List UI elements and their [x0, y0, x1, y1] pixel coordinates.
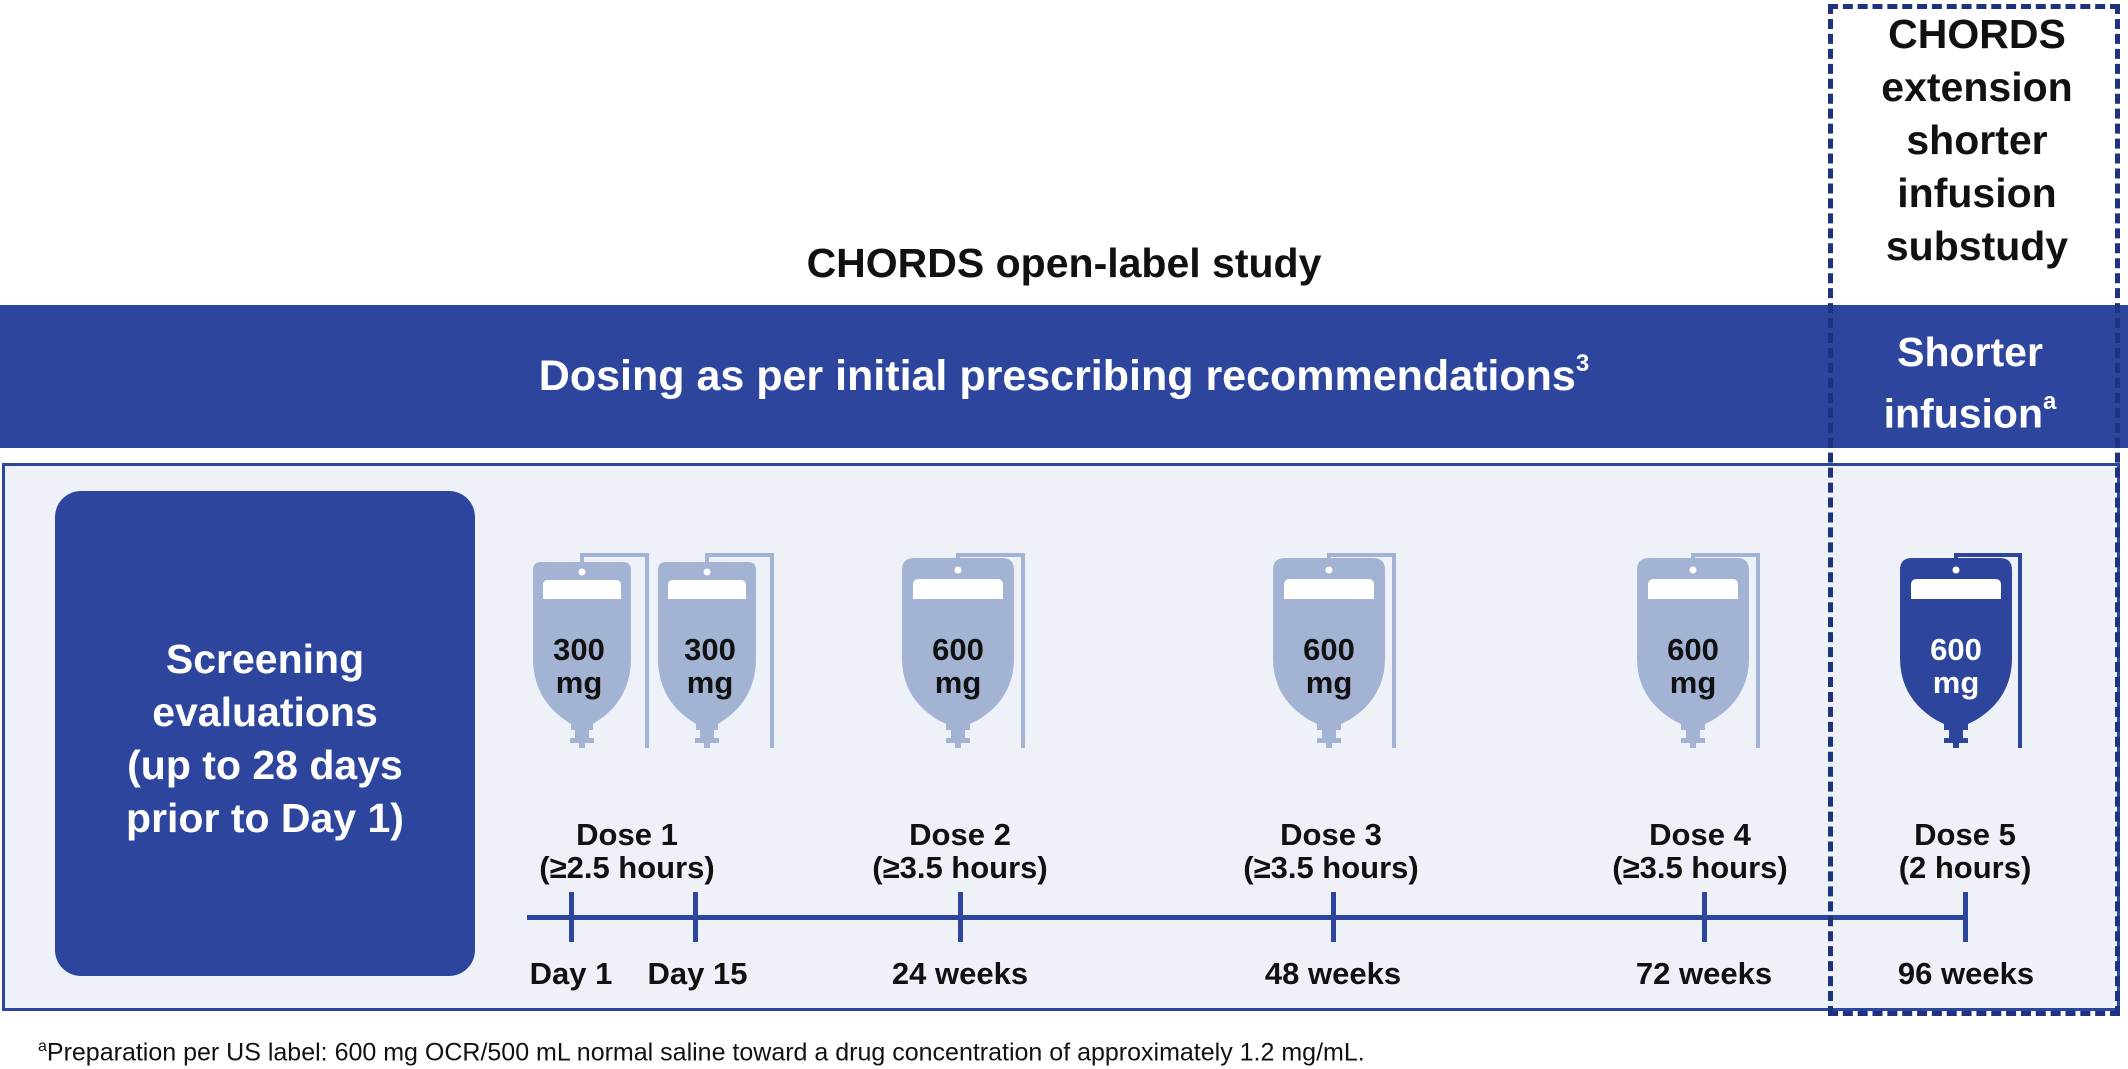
dose-duration: (2 hours) — [1898, 850, 2032, 885]
dosing-band-text: Dosing as per initial prescribing recomm… — [0, 349, 2128, 401]
timepoint-label: 96 weeks — [1897, 956, 2035, 991]
shorter-infusion-text: Shorter infusiona — [1832, 326, 2108, 441]
extension-title-line: shorter — [1906, 117, 2048, 163]
dose-duration: (≥2.5 hours) — [539, 850, 715, 885]
bag-unit: mg — [686, 665, 734, 700]
dose-name: Dose 1 — [576, 817, 678, 852]
dose-duration: (≥3.5 hours) — [872, 850, 1048, 885]
iv-bag-icon — [658, 553, 774, 748]
bag-dose-label: 300 mg — [658, 633, 762, 699]
bag-unit: mg — [1932, 665, 1980, 700]
timeline-tick — [569, 892, 574, 942]
timepoint-label: Day 1 — [529, 956, 613, 991]
timeline-tick — [1963, 892, 1968, 942]
extension-title-line: extension — [1881, 64, 2073, 110]
bag-amount: 600 — [1303, 632, 1355, 667]
timepoint-label: 24 weeks — [891, 956, 1029, 991]
timeline-axis — [527, 915, 1967, 920]
timepoint-label: 48 weeks — [1264, 956, 1402, 991]
extension-title: CHORDS extension shorter infusion substu… — [1832, 8, 2122, 273]
shorter-line: Shorter — [1897, 329, 2043, 375]
dosing-band-superscript: 3 — [1575, 349, 1590, 377]
dose-name: Dose 3 — [1280, 817, 1382, 852]
dose-label: Dose 4 (≥3.5 hours) — [1580, 818, 1820, 884]
extension-title-line: CHORDS — [1888, 11, 2066, 57]
study-title: CHORDS open-label study — [806, 240, 1322, 286]
timeline-tick — [1702, 892, 1707, 942]
iv-bag-icon-highlighted — [1900, 553, 2022, 748]
footnote: aPreparation per US label: 600 mg OCR/50… — [38, 1038, 1365, 1067]
bag-unit: mg — [1305, 665, 1353, 700]
bag-dose-label: 600 mg — [1277, 633, 1381, 699]
iv-bag-icon — [1637, 553, 1760, 748]
dosing-band — [0, 305, 2128, 448]
bag-amount: 300 — [553, 632, 605, 667]
shorter-line: infusiona — [1832, 379, 2108, 441]
bag-unit: mg — [555, 665, 603, 700]
bag-unit: mg — [934, 665, 982, 700]
dose-label: Dose 1 (≥2.5 hours) — [507, 818, 747, 884]
screening-line: evaluations — [152, 689, 378, 735]
footnote-marker: a — [38, 1038, 47, 1055]
bag-unit: mg — [1669, 665, 1717, 700]
extension-dashed-box — [1828, 4, 2120, 1016]
timepoint-label: 72 weeks — [1635, 956, 1773, 991]
timepoint-label: Day 15 — [647, 956, 748, 991]
timeline-tick — [693, 892, 698, 942]
bag-dose-label: 600 mg — [1904, 633, 2008, 699]
dose-label: Dose 5 (2 hours) — [1845, 818, 2085, 884]
iv-bag-icon — [902, 553, 1025, 748]
bag-amount: 600 — [1930, 632, 1982, 667]
extension-title-line: substudy — [1885, 223, 2069, 269]
screening-box — [55, 491, 475, 976]
dose-duration: (≥3.5 hours) — [1243, 850, 1419, 885]
footnote-text: Preparation per US label: 600 mg OCR/500… — [46, 1038, 1365, 1067]
screening-text: Screening evaluations (up to 28 days pri… — [55, 633, 475, 845]
dose-label: Dose 2 (≥3.5 hours) — [840, 818, 1080, 884]
extension-title-line: infusion — [1897, 170, 2057, 216]
bag-dose-label: 600 mg — [1641, 633, 1745, 699]
iv-bag-icon — [533, 553, 649, 748]
bag-dose-label: 300 mg — [527, 633, 631, 699]
bag-dose-label: 600 mg — [906, 633, 1010, 699]
iv-bag-icon — [1273, 553, 1396, 748]
dose-label: Dose 3 (≥3.5 hours) — [1211, 818, 1451, 884]
dose-name: Dose 5 — [1914, 817, 2016, 852]
bag-amount: 600 — [932, 632, 984, 667]
dose-duration: (≥3.5 hours) — [1612, 850, 1788, 885]
timeline-tick — [1331, 892, 1336, 942]
dosing-band-label: Dosing as per initial prescribing recomm… — [538, 352, 1576, 400]
shorter-line-label: infusion — [1883, 390, 2044, 437]
screening-line: (up to 28 days — [127, 742, 403, 788]
dose-name: Dose 2 — [909, 817, 1011, 852]
timeline-tick — [958, 892, 963, 942]
screening-line: Screening — [165, 636, 365, 682]
screening-line: prior to Day 1) — [126, 795, 404, 841]
shorter-superscript: a — [2043, 388, 2057, 415]
bag-amount: 300 — [684, 632, 736, 667]
bag-amount: 600 — [1667, 632, 1719, 667]
dose-name: Dose 4 — [1649, 817, 1751, 852]
